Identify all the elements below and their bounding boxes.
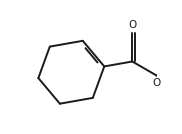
Text: O: O	[128, 20, 136, 30]
Text: O: O	[152, 79, 160, 88]
